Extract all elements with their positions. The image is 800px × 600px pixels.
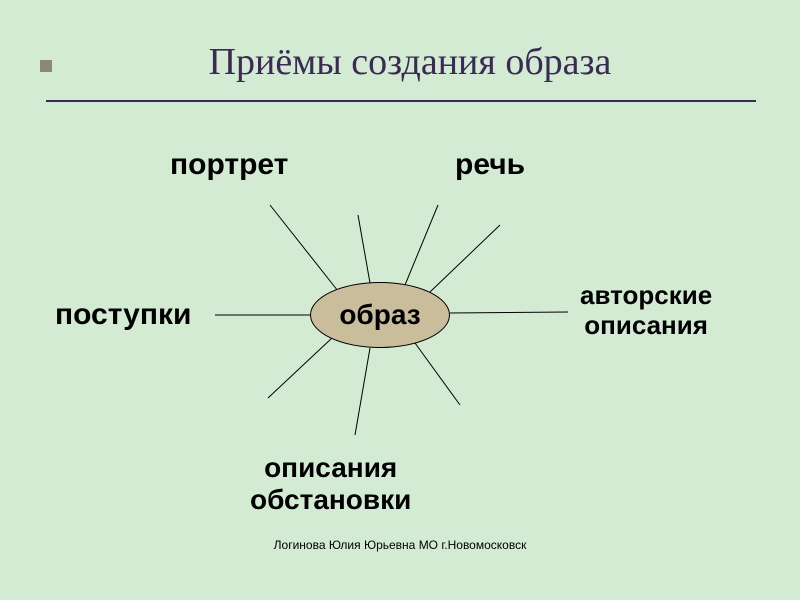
node-label: авторские описания	[580, 281, 712, 341]
title-rule	[46, 100, 756, 102]
center-node: образ	[310, 282, 450, 348]
node-label: описания обстановки	[250, 452, 411, 516]
center-node-label: образ	[339, 299, 420, 331]
footer-credit: Логинова Юлия Юрьевна МО г.Новомосковск	[200, 538, 600, 552]
slide-title: Приёмы создания образа	[130, 40, 690, 84]
title-bullet	[40, 60, 52, 72]
node-label: портрет	[170, 148, 288, 183]
node-label: поступки	[55, 298, 191, 333]
node-label: речь	[455, 148, 525, 183]
